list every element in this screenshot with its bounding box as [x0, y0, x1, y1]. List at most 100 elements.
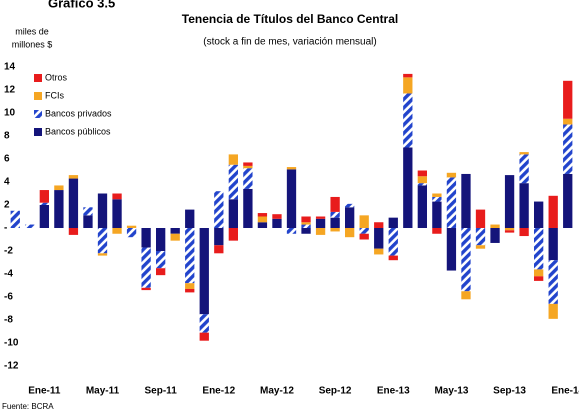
bar-segment	[185, 288, 195, 293]
x-tick-label: Ene-14	[551, 386, 579, 397]
legend-label: Otros	[45, 72, 68, 82]
bar-segment	[199, 332, 209, 341]
y-tick-label: 14	[4, 62, 16, 73]
bar-segment	[170, 228, 180, 234]
bar-segment	[417, 170, 427, 177]
bar-segment	[39, 190, 49, 203]
bar-segment	[54, 190, 64, 228]
bar-segment	[359, 233, 369, 240]
bar-segment	[301, 222, 311, 225]
x-tick-label: May-11	[86, 386, 120, 397]
legend-swatch	[34, 92, 42, 100]
bar-segment	[315, 216, 326, 219]
y-tick-label: -12	[4, 361, 19, 372]
bar-segment	[563, 118, 573, 125]
bar-segment	[141, 287, 151, 291]
bar-segment	[388, 217, 398, 228]
y-tick-label: 2	[4, 200, 10, 211]
bar-segment	[315, 218, 326, 228]
x-tick-label: May-12	[260, 386, 294, 397]
bar-segment	[97, 253, 108, 256]
chart-subtitle: (stock a fin de mes, variación mensual)	[203, 37, 376, 48]
bar-segment	[330, 228, 340, 232]
bar-segment	[563, 173, 573, 228]
bar-segment	[519, 228, 529, 237]
bar-segment	[461, 228, 471, 292]
bar-segment	[446, 177, 457, 228]
bar-segment	[504, 228, 515, 231]
bar-segment	[417, 183, 427, 186]
y-tick-label: 10	[4, 108, 16, 119]
bar-segment	[286, 228, 297, 234]
bar-segment	[68, 228, 79, 235]
chart-title: Tenencia de Títulos del Banco Central	[182, 12, 399, 26]
source: Fuente: BCRA	[2, 402, 54, 411]
bar-segment	[345, 207, 355, 228]
y-tick-label: -	[4, 223, 7, 234]
bar-segment	[359, 228, 369, 234]
bar-segment	[156, 268, 166, 276]
bar-segment	[301, 224, 311, 228]
bar-segment	[39, 202, 49, 205]
bar-segment	[519, 154, 529, 184]
bar-segment	[185, 209, 195, 228]
bar-segment	[345, 228, 355, 238]
x-tick-label: Sep-11	[145, 386, 178, 397]
x-tick-label: Ene-12	[202, 386, 235, 397]
y-tick-label: -2	[4, 246, 13, 257]
bar-segment	[432, 196, 442, 202]
bar-segment	[461, 291, 471, 300]
bar-segment	[534, 276, 544, 281]
bar-segment	[534, 228, 544, 270]
legend-label: FCIs	[45, 90, 64, 100]
y-tick-label: 4	[4, 177, 10, 188]
bar-segment	[199, 314, 209, 333]
bar-segment	[388, 255, 398, 261]
bar-segment	[214, 228, 224, 246]
bar-segment	[257, 222, 268, 228]
bar-segment	[156, 251, 166, 269]
y-tick-label: 12	[4, 85, 16, 96]
bar-segment	[25, 224, 35, 228]
bar-segment	[548, 195, 558, 228]
bar-segment	[126, 225, 137, 228]
x-tick-label: Sep-13	[493, 386, 526, 397]
bar-segment	[374, 222, 384, 228]
bar-segment	[417, 185, 427, 228]
bar-segment	[403, 73, 413, 78]
bar-segment	[228, 199, 238, 228]
bar-segment	[286, 169, 297, 228]
bar-segment	[345, 203, 355, 208]
y-tick-label: 8	[4, 131, 10, 142]
bar-segment	[461, 173, 471, 228]
bar-segment	[257, 213, 268, 217]
bar-segment	[112, 199, 122, 228]
bar-segment	[243, 162, 253, 166]
bar-segment	[83, 207, 93, 216]
bar-segment	[403, 77, 413, 94]
bar-segment	[243, 168, 253, 189]
x-tick-label: Sep-12	[319, 386, 352, 397]
bar-segment	[475, 209, 486, 228]
bar-segment	[534, 201, 544, 228]
bar-segment	[330, 196, 340, 212]
y-tick-label: -10	[4, 338, 19, 349]
bar-segment	[519, 183, 529, 228]
bar-segment	[374, 228, 384, 249]
bar-segment	[330, 217, 340, 228]
bar-segment	[112, 228, 122, 234]
y-axis-label: miles de	[15, 26, 49, 36]
bar-segment	[490, 228, 500, 243]
bar-segment	[301, 216, 311, 223]
bar-segment	[170, 233, 180, 241]
bar-segment	[243, 188, 253, 228]
bar-segment	[228, 228, 238, 241]
bar-segment	[286, 167, 297, 170]
bar-segment	[490, 224, 500, 228]
legend-swatch	[34, 74, 42, 82]
bar-segment	[504, 230, 515, 233]
legend-label: Bancos privados	[45, 108, 112, 118]
bar-segment	[548, 260, 558, 304]
y-tick-label: -4	[4, 269, 13, 280]
y-axis-label: millones $	[12, 39, 53, 49]
